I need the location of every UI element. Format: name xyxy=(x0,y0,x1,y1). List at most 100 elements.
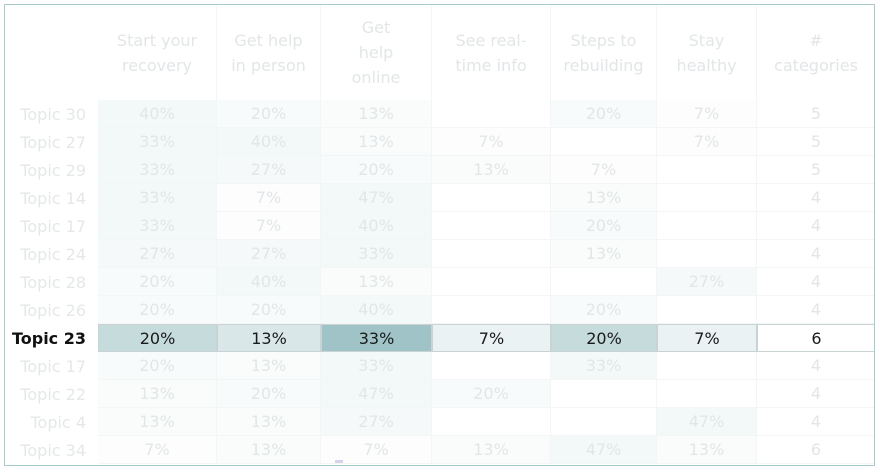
table-cell xyxy=(432,408,551,436)
table-cell: 4 xyxy=(757,184,874,212)
table-cell: 27% xyxy=(657,268,757,296)
table-cell xyxy=(432,296,551,324)
table-cell: 4 xyxy=(757,408,874,436)
highlighted-cell: 7% xyxy=(432,324,551,352)
table-cell: 4 xyxy=(757,212,874,240)
table-cell: 20% xyxy=(432,380,551,408)
row-label: Topic 27 xyxy=(20,132,86,152)
row-label: Topic 4 xyxy=(30,412,86,432)
column-header: Get help in person xyxy=(217,5,321,100)
table-cell: 7% xyxy=(98,436,217,464)
table-cell: 33% xyxy=(98,184,217,212)
table-cell: 7% xyxy=(657,128,757,156)
table-cell: 47% xyxy=(321,184,432,212)
table-cell xyxy=(657,156,757,184)
table-cell: 40% xyxy=(217,128,321,156)
table-cell xyxy=(657,296,757,324)
highlighted-cell: 20% xyxy=(551,324,657,352)
table-cell: 20% xyxy=(551,296,657,324)
row-label: Topic 29 xyxy=(20,160,86,180)
table-cell: 7% xyxy=(657,100,757,128)
table-cell: 47% xyxy=(321,380,432,408)
table-cell: 5 xyxy=(757,100,874,128)
highlighted-cell: 33% xyxy=(321,324,432,352)
table-cell xyxy=(657,352,757,380)
table-cell: 13% xyxy=(98,408,217,436)
table-cell xyxy=(432,240,551,268)
table-cell: 13% xyxy=(217,436,321,464)
topic-category-table: Start your recovery Get help in person Get… xyxy=(4,4,875,466)
table-cell: 7% xyxy=(217,184,321,212)
column-header: # categories xyxy=(757,5,874,100)
row-label: Topic 34 xyxy=(20,440,86,460)
table-cell: 20% xyxy=(217,380,321,408)
table-cell: 20% xyxy=(217,100,321,128)
table-cell xyxy=(551,380,657,408)
table-cell: 7% xyxy=(321,436,432,464)
table-cell xyxy=(432,100,551,128)
table-cell: 47% xyxy=(551,436,657,464)
table-cell: 13% xyxy=(321,268,432,296)
table-cell: 20% xyxy=(98,268,217,296)
column-header: Get help online xyxy=(321,5,432,100)
table-cell: 13% xyxy=(432,436,551,464)
table-cell: 20% xyxy=(321,156,432,184)
row-label: Topic 28 xyxy=(20,272,86,292)
table-cell: 13% xyxy=(217,408,321,436)
table-cell: 5 xyxy=(757,128,874,156)
table-cell xyxy=(432,212,551,240)
table-cell: 20% xyxy=(551,100,657,128)
table-cell: 6 xyxy=(757,436,874,464)
table-cell: 33% xyxy=(98,128,217,156)
table-cell: 4 xyxy=(757,240,874,268)
highlighted-cell: 20% xyxy=(98,324,217,352)
column-header: Steps to rebuilding xyxy=(551,5,657,100)
table-cell xyxy=(657,184,757,212)
highlighted-cell: 6 xyxy=(757,324,874,352)
table-cell: 7% xyxy=(551,156,657,184)
table-cell: 27% xyxy=(217,156,321,184)
table-cell: 20% xyxy=(551,212,657,240)
table-cell: 33% xyxy=(98,156,217,184)
table-cell: 40% xyxy=(321,296,432,324)
table-cell: 13% xyxy=(321,128,432,156)
highlighted-cell: 13% xyxy=(217,324,321,352)
table-cell: 33% xyxy=(98,212,217,240)
table-cell xyxy=(551,268,657,296)
table-grid: Start your recovery Get help in person Get… xyxy=(5,5,874,465)
table-cell: 13% xyxy=(217,352,321,380)
table-cell: 13% xyxy=(98,380,217,408)
table-cell: 27% xyxy=(98,240,217,268)
column-header: Start your recovery xyxy=(98,5,217,100)
table-cell: 7% xyxy=(217,212,321,240)
table-cell: 33% xyxy=(321,240,432,268)
table-cell xyxy=(657,240,757,268)
scroll-marker xyxy=(335,460,343,463)
table-cell: 40% xyxy=(321,212,432,240)
table-cell: 13% xyxy=(321,100,432,128)
column-header: See real- time info xyxy=(432,5,551,100)
table-cell: 27% xyxy=(217,240,321,268)
table-cell: 27% xyxy=(321,408,432,436)
table-cell: 40% xyxy=(217,268,321,296)
row-label: Topic 14 xyxy=(20,188,86,208)
table-cell: 4 xyxy=(757,380,874,408)
table-cell xyxy=(432,268,551,296)
table-cell xyxy=(432,352,551,380)
table-cell: 7% xyxy=(432,128,551,156)
row-label: Topic 23 xyxy=(11,328,86,348)
row-label: Topic 22 xyxy=(20,384,86,404)
table-cell: 13% xyxy=(432,156,551,184)
row-label: Topic 30 xyxy=(20,104,86,124)
table-cell: 5 xyxy=(757,156,874,184)
column-header: Stay healthy xyxy=(657,5,757,100)
row-label: Topic 17 xyxy=(20,216,86,236)
table-cell xyxy=(432,184,551,212)
table-cell: 40% xyxy=(98,100,217,128)
table-cell: 33% xyxy=(321,352,432,380)
table-cell: 4 xyxy=(757,352,874,380)
table-cell: 47% xyxy=(657,408,757,436)
table-cell xyxy=(551,408,657,436)
table-cell: 13% xyxy=(657,436,757,464)
table-cell xyxy=(657,380,757,408)
